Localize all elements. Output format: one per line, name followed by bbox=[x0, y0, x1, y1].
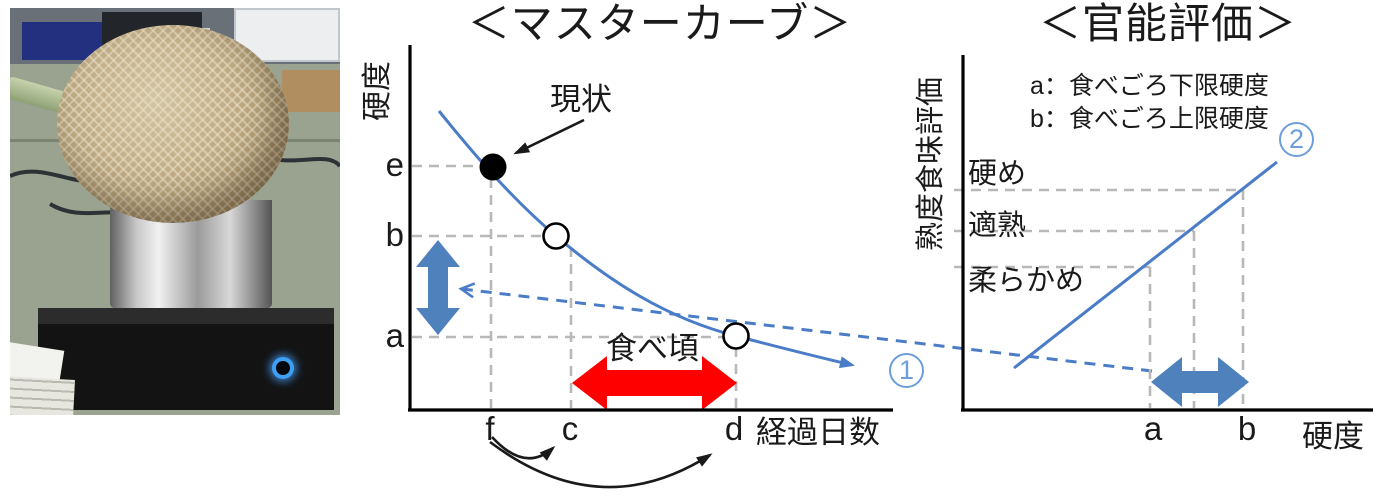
cardboard-box bbox=[282, 70, 340, 112]
sensory-y-axis-label: 熟度食味評価 bbox=[914, 77, 947, 252]
measuring-device-top bbox=[38, 308, 334, 324]
master-y-axis-label: 硬度 bbox=[361, 61, 395, 121]
circled-step-1: 1 bbox=[889, 353, 924, 388]
hardness-mapping-dashed-arrow bbox=[458, 282, 1153, 373]
master-curve-title: ＜マスターカーブ＞ bbox=[467, 0, 853, 47]
arrow-f-to-c bbox=[491, 436, 556, 461]
legend-b: b：食べごろ上限硬度 bbox=[1030, 105, 1269, 133]
power-led-ring bbox=[272, 357, 294, 379]
level-hard-label: 硬め bbox=[968, 158, 1027, 190]
ytick-a: a bbox=[385, 317, 404, 354]
hardness-window-double-arrow bbox=[1151, 357, 1249, 407]
current-state-dot bbox=[479, 153, 507, 181]
point-d-a-circle bbox=[722, 322, 750, 350]
melon-device-photo bbox=[10, 8, 340, 415]
current-state-label: 現状 bbox=[550, 82, 612, 117]
sensory-xtick-b: b bbox=[1237, 410, 1257, 447]
arrow-f-to-d bbox=[489, 440, 713, 489]
sensory-title: ＜官能評価＞ bbox=[1038, 0, 1297, 47]
circled-step-2: 2 bbox=[1279, 122, 1314, 157]
xtick-c: c bbox=[561, 410, 579, 447]
point-c-b-circle bbox=[542, 222, 570, 250]
sensory-evaluation-line bbox=[1013, 160, 1278, 370]
master-x-axis-label: 経過日数 bbox=[756, 415, 880, 450]
ytick-e: e bbox=[385, 146, 404, 183]
ytick-b: b bbox=[385, 216, 404, 253]
current-state-pointer-arrow bbox=[513, 118, 585, 155]
sensory-x-axis-label: 硬度 bbox=[1302, 419, 1364, 454]
eating-period-label: 食べ頃 bbox=[606, 331, 699, 366]
xtick-d: d bbox=[724, 410, 744, 447]
legend-a: a：食べごろ下限硬度 bbox=[1030, 72, 1269, 100]
melon bbox=[57, 25, 289, 223]
xtick-f: f bbox=[485, 410, 495, 447]
hardness-range-double-arrow bbox=[416, 240, 460, 335]
level-soft-label: 柔らかめ bbox=[968, 265, 1085, 297]
level-ripe-label: 適熟 bbox=[968, 210, 1027, 242]
sensory-xtick-a: a bbox=[1143, 410, 1163, 447]
eating-period-red-arrow bbox=[572, 356, 737, 410]
